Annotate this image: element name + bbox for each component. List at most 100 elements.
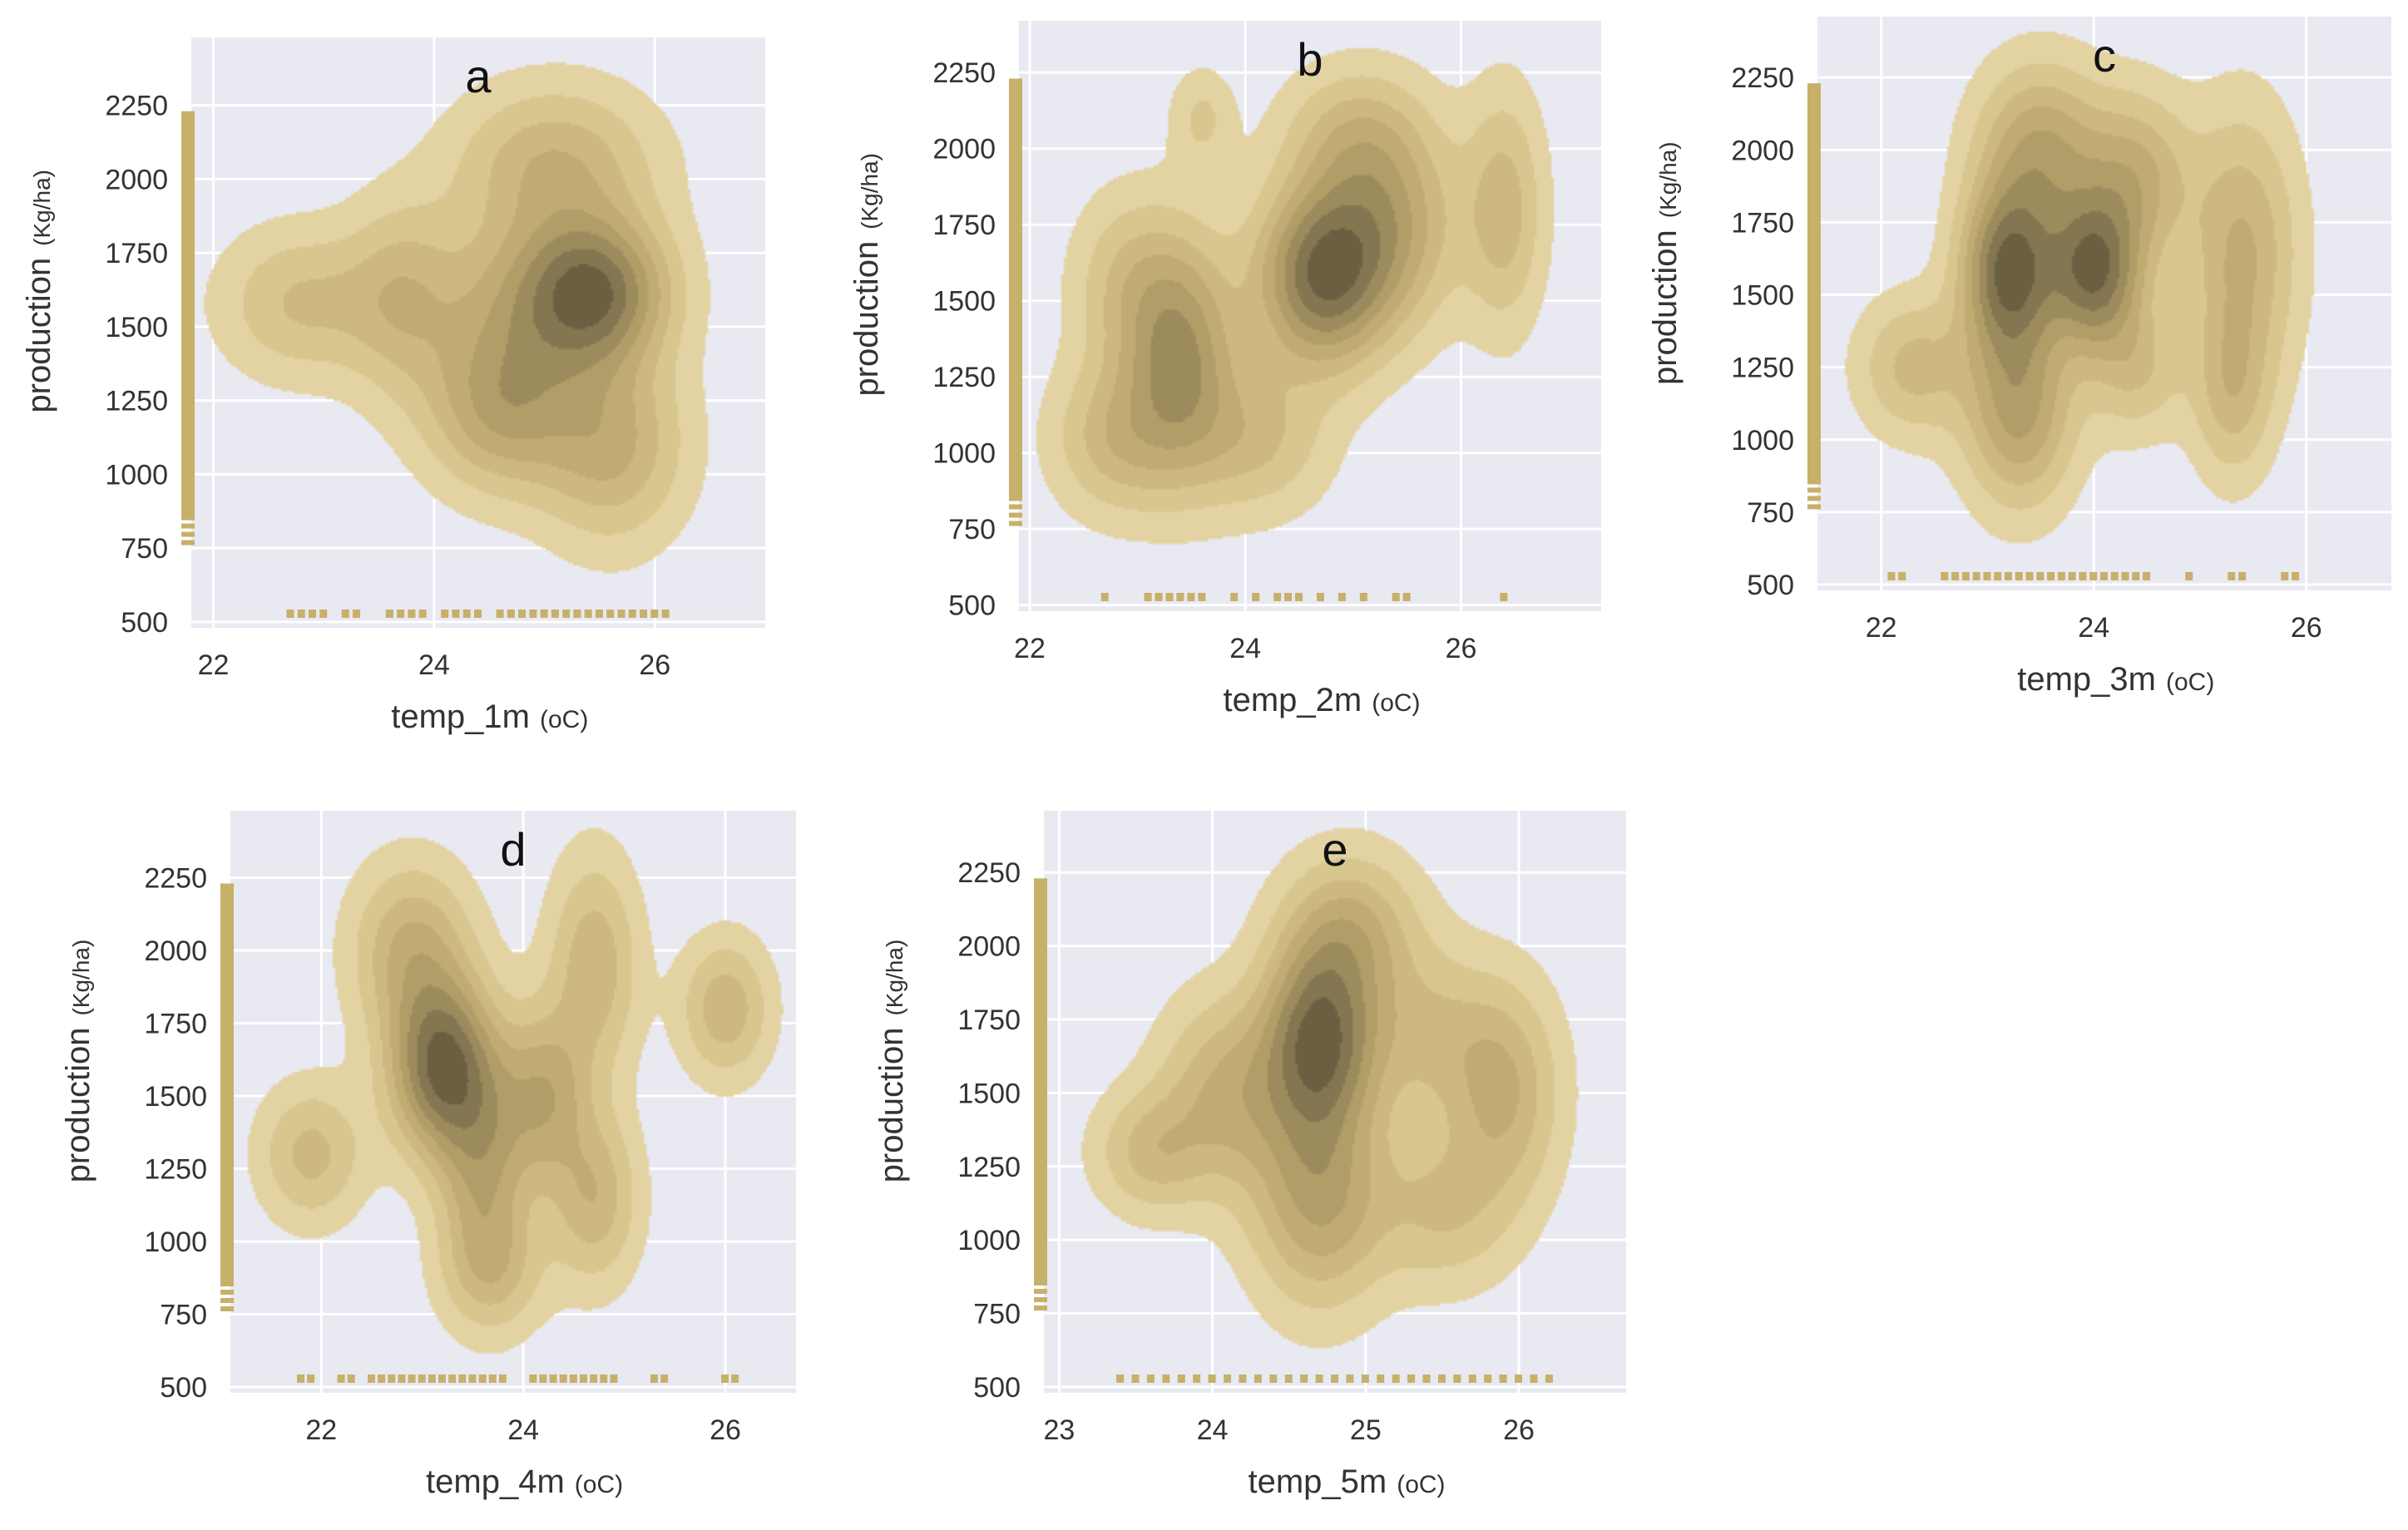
rug-x-mark: [1316, 593, 1324, 601]
x-tick-label: 24: [1197, 1414, 1229, 1446]
y-tick-label: 1750: [957, 1004, 1021, 1036]
rug-x-mark: [1208, 1375, 1216, 1383]
rug-x-mark: [1941, 572, 1949, 580]
rug-x-mark: [428, 1375, 436, 1383]
rug-x-mark: [1165, 593, 1174, 601]
rug-x-mark: [498, 1375, 507, 1383]
rug-x-mark: [2015, 572, 2023, 580]
rug-x-mark: [347, 1375, 355, 1383]
y-tick-label: 1500: [1731, 280, 1794, 312]
panel-c: 500 750 1000 1250 1500 1750 2000 2250 22 24 26 temp…: [1647, 17, 2391, 698]
rug-x-mark: [1300, 1375, 1308, 1383]
rug-x-mark: [650, 1375, 658, 1383]
rug-x-mark: [1269, 1375, 1278, 1383]
rug-x-mark: [1983, 572, 1991, 580]
x-axis-label: temp_3m (oC): [2017, 661, 2214, 698]
kde-density: [1817, 17, 2391, 590]
y-tick-label: 2250: [1731, 62, 1794, 94]
y-axis-unit: (Kg/ha): [29, 170, 55, 246]
rug-x-mark: [562, 610, 571, 618]
rug-y-tick: [1034, 1297, 1047, 1303]
rug-x-mark: [2121, 572, 2129, 580]
y-tick-label: 500: [973, 1372, 1021, 1404]
rug-x-mark: [559, 1375, 567, 1383]
rug-x-mark: [600, 1375, 608, 1383]
rug-y-band: [1807, 83, 1821, 485]
y-axis-title: production: [1647, 230, 1684, 385]
rug-x-mark: [2292, 572, 2299, 580]
y-tick-label: 1500: [957, 1078, 1021, 1109]
y-axis-unit: (Kg/ha): [882, 940, 907, 1016]
y-tick-label: 1250: [144, 1154, 207, 1186]
y-tick-label: 1250: [932, 362, 996, 393]
x-tick-label: 24: [1229, 633, 1261, 664]
rug-x-mark: [468, 1375, 477, 1383]
rug-x-mark: [286, 610, 294, 618]
rug-x-mark: [1887, 572, 1896, 580]
rug-x-mark: [1146, 1375, 1155, 1383]
x-axis-title: temp_3m: [2017, 661, 2156, 698]
rug-x-mark: [1545, 1375, 1553, 1383]
rug-x-mark: [488, 1375, 497, 1383]
rug-x-mark: [2079, 572, 2087, 580]
x-axis-unit: (oC): [575, 1471, 623, 1498]
rug-x-mark: [1402, 593, 1411, 601]
rug-x-mark: [378, 1375, 386, 1383]
rug-x-mark: [1500, 593, 1508, 601]
rug-x-mark: [731, 1375, 739, 1383]
rug-x-mark: [1972, 572, 1980, 580]
rug-x-mark: [496, 610, 504, 618]
rug-y-band: [220, 883, 234, 1286]
y-axis-label: production (Kg/ha): [60, 940, 96, 1183]
rug-x-mark: [1392, 1375, 1400, 1383]
y-axis-unit: (Kg/ha): [1655, 141, 1681, 218]
rug-x-mark: [1239, 1375, 1247, 1383]
rug-y-tick: [220, 1298, 234, 1303]
y-axis-unit: (Kg/ha): [68, 940, 94, 1016]
y-tick-label: 1000: [1731, 425, 1794, 457]
x-tick-label: 26: [1446, 633, 1477, 664]
kde-density: [191, 37, 765, 628]
rug-x: [1100, 593, 1508, 601]
y-axis-title: production: [873, 1028, 910, 1183]
rug-x-mark: [1331, 1375, 1338, 1383]
panel-e: 500 750 1000 1250 1500 1750 2000 2250 23 24 25 26 te…: [873, 811, 1626, 1500]
y-tick-label: 1500: [144, 1081, 207, 1113]
rug-x-mark: [595, 610, 603, 618]
y-axis-title: production: [21, 258, 57, 413]
rug-x-mark: [438, 1375, 446, 1383]
rug-x-mark: [617, 610, 625, 618]
rug-x-mark: [539, 1375, 547, 1383]
rug-y-tick: [1009, 504, 1022, 510]
x-axis-label: temp_2m (oC): [1223, 682, 1420, 718]
x-tick-label: 22: [305, 1414, 337, 1446]
rug-x-mark: [319, 610, 328, 618]
y-axis-label: production (Kg/ha): [873, 940, 910, 1183]
rug-x-mark: [1530, 1375, 1538, 1383]
panel-letter: a: [465, 50, 492, 102]
rug-x-mark: [2036, 572, 2045, 580]
rug-x-mark: [650, 610, 659, 618]
rug-x-mark: [1176, 593, 1184, 601]
rug-x-mark: [1144, 593, 1152, 601]
x-tick-label: 26: [710, 1414, 741, 1446]
rug-y: [220, 883, 234, 1311]
rug-x-mark: [2100, 572, 2108, 580]
y-tick-label: 2000: [957, 931, 1021, 963]
y-tick-label: 1500: [932, 286, 996, 318]
y-tick-label: 1750: [144, 1009, 207, 1040]
rug-x-mark: [1515, 1375, 1523, 1383]
rug-y-tick: [1009, 512, 1022, 518]
rug-y-band: [1009, 78, 1022, 501]
x-tick-label: 24: [2078, 612, 2109, 644]
rug-x-mark: [1162, 1375, 1170, 1383]
rug-x-mark: [2057, 572, 2065, 580]
rug-x-mark: [1499, 1375, 1507, 1383]
panel-a: 500 750 1000 1250 1500 1750 2000 2250 22 24 26 temp…: [21, 37, 765, 735]
x-axis-unit: (oC): [2166, 669, 2214, 696]
rug-x-mark: [418, 610, 427, 618]
rug-x-mark: [2132, 572, 2140, 580]
x-axis-title: temp_5m: [1248, 1463, 1387, 1500]
rug-x-mark: [458, 1375, 467, 1383]
rug-x-mark: [1315, 1375, 1323, 1383]
